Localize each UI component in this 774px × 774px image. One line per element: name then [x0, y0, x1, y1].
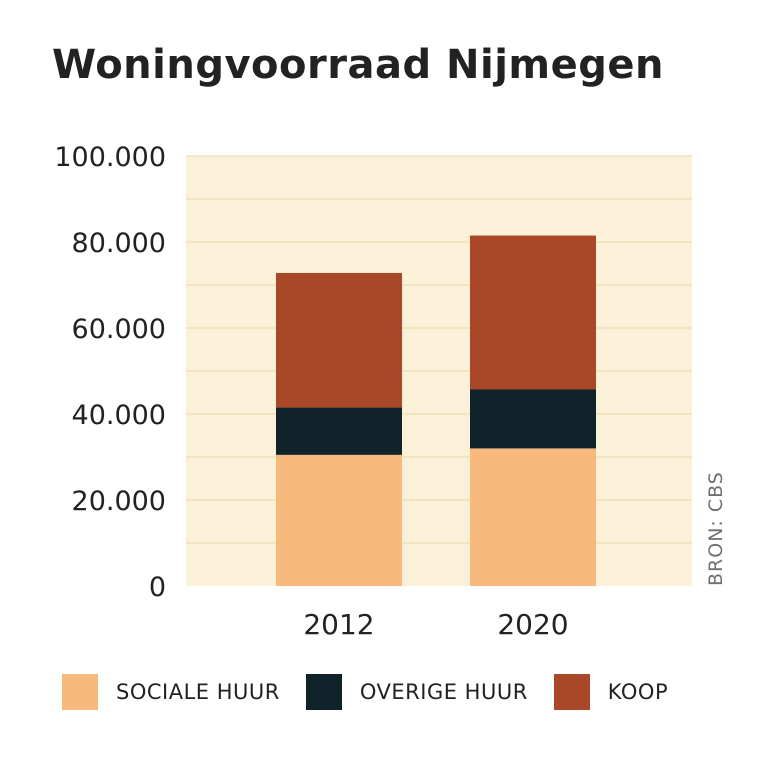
y-tick-label: 20.000	[72, 486, 166, 517]
legend-label-overige-huur: OVERIGE HUUR	[359, 680, 528, 704]
legend: SOCIALE HUUR OVERIGE HUUR KOOP	[62, 674, 694, 710]
legend-label-sociale-huur: SOCIALE HUUR	[116, 680, 280, 704]
y-tick-label: 100.000	[54, 142, 166, 173]
chart-title: Woningvoorraad Nijmegen	[52, 42, 664, 88]
y-tick-label: 40.000	[72, 400, 166, 431]
x-tick-label: 2020	[497, 608, 568, 641]
legend-label-koop: KOOP	[607, 680, 669, 704]
y-tick-label: 60.000	[72, 314, 166, 345]
source-note: BRON: CBS	[705, 471, 727, 586]
bar-segment-2020-overige-huur	[470, 389, 596, 449]
y-tick-label: 80.000	[72, 228, 166, 259]
legend-item-overige-huur: OVERIGE HUUR	[305, 674, 528, 710]
bar-segment-2012-overige-huur	[276, 407, 402, 455]
legend-swatch-overige-huur	[305, 674, 342, 710]
legend-swatch-koop	[553, 674, 590, 710]
legend-item-sociale-huur: SOCIALE HUUR	[62, 674, 280, 710]
y-tick-label: 0	[149, 572, 166, 603]
bar-segment-2020-sociale-huur	[470, 448, 596, 586]
bar-segment-2020-koop	[470, 235, 596, 390]
x-tick-label: 2012	[303, 608, 374, 641]
bar-segment-2012-koop	[276, 272, 402, 408]
legend-item-koop: KOOP	[553, 674, 669, 710]
bar-segment-2012-sociale-huur	[276, 454, 402, 586]
stacked-bar-chart: 0 20.000 40.000 60.000 80.000 100.000 2012 2020…	[54, 142, 727, 641]
legend-swatch-sociale-huur	[62, 674, 98, 710]
